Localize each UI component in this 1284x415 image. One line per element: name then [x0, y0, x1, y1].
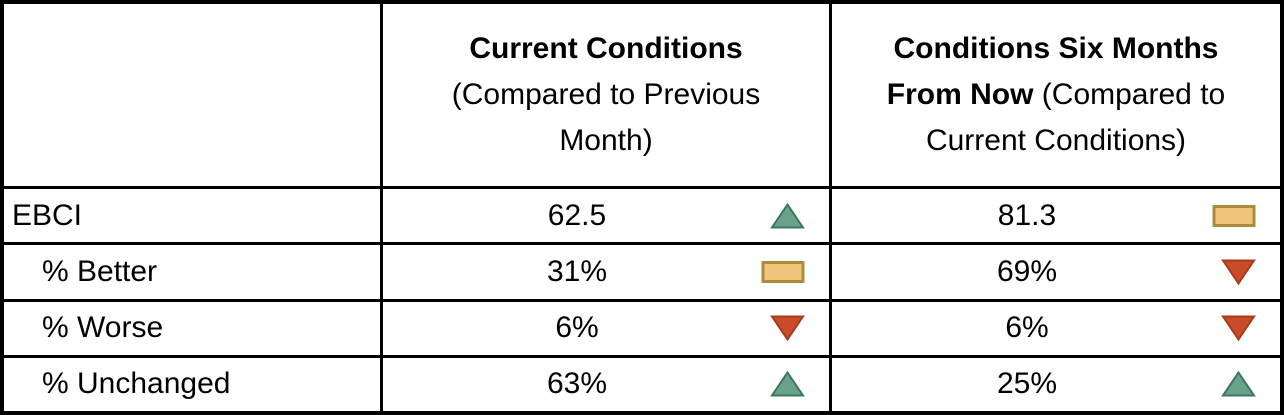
header-six-months-note: (Compared to Current Conditions) — [925, 78, 1226, 157]
trend-up-icon — [770, 371, 805, 398]
current-value: 31% — [546, 254, 608, 288]
trend-down-icon — [770, 315, 805, 342]
header-current-conditions: Current Conditions (Compared to Previous… — [380, 4, 829, 186]
future-value: 25% — [996, 367, 1058, 401]
current-value-cell: 63% — [380, 354, 829, 411]
row-label-cell: % Unchanged — [4, 354, 380, 411]
trend-down-icon — [1221, 258, 1256, 286]
header-current-conditions-text: Current Conditions (Compared to Previous… — [409, 26, 803, 164]
trend-flat-icon — [1212, 204, 1256, 227]
row-label-cell: % Better — [4, 242, 380, 299]
trend-down-icon — [1221, 315, 1256, 342]
corner-cell — [4, 4, 380, 186]
future-value-cell: 69% — [829, 242, 1280, 299]
row-label: % Better — [42, 254, 158, 288]
current-value-cell: 6% — [380, 298, 829, 355]
current-value: 63% — [546, 367, 608, 401]
current-value-cell: 62.5 — [380, 186, 829, 243]
header-current-conditions-note: (Compared to Previous Month) — [451, 78, 761, 157]
current-value: 62.5 — [547, 198, 607, 232]
future-value-cell: 6% — [829, 298, 1280, 355]
current-value-cell: 31% — [380, 242, 829, 299]
trend-flat-icon — [761, 260, 805, 283]
future-value-cell: 81.3 — [829, 186, 1280, 243]
trend-up-icon — [770, 202, 805, 229]
header-six-months: Conditions Six Months From Now (Compared… — [829, 4, 1280, 186]
row-label: % Unchanged — [42, 367, 231, 401]
row-label-cell: % Worse — [4, 298, 380, 355]
future-value: 6% — [1005, 311, 1049, 345]
future-value: 69% — [996, 254, 1058, 288]
row-label: EBCI — [12, 198, 83, 232]
trend-up-icon — [1221, 371, 1256, 398]
future-value-cell: 25% — [829, 354, 1280, 411]
row-label-cell: EBCI — [4, 186, 380, 243]
future-value: 81.3 — [997, 198, 1057, 232]
current-value: 6% — [555, 311, 599, 345]
row-label: % Worse — [42, 311, 164, 345]
header-six-months-text: Conditions Six Months From Now (Compared… — [858, 26, 1254, 164]
header-six-months-bold: Conditions Six Months From Now — [886, 32, 1219, 111]
header-current-conditions-bold: Current Conditions — [469, 32, 743, 65]
